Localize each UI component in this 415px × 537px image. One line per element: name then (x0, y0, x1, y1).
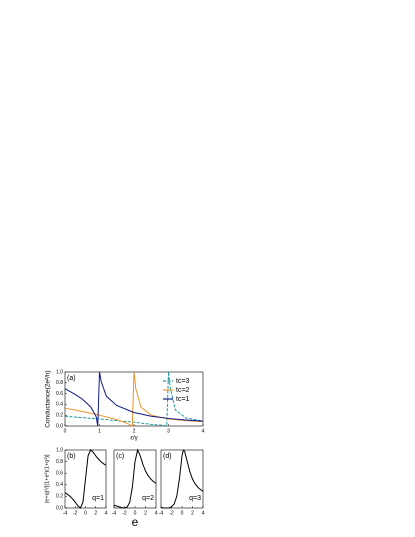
x-tick-label: 4 (105, 510, 108, 516)
panel-label: (d) (163, 453, 172, 460)
panel-label: (a) (67, 375, 76, 382)
y-tick-label: 0.8 (56, 459, 63, 465)
data-line (64, 371, 204, 427)
x-tick-label: 0 (134, 510, 137, 516)
panel-label: (c) (116, 453, 124, 460)
x-tick-label: -4 (63, 510, 68, 516)
y-tick-label: 0.8 (56, 380, 63, 386)
x-tick-label: -4 (159, 510, 164, 516)
x-tick-label: 1 (98, 428, 101, 434)
y-tick-label: 0.4 (56, 402, 63, 408)
x-tick-label: 4 (155, 510, 158, 516)
x-tick-label: 0 (181, 510, 184, 516)
y-tick-label: 0.2 (56, 413, 63, 419)
x-tick-label: 4 (202, 428, 205, 434)
x-tick-label: -2 (73, 510, 78, 516)
data-line (64, 371, 204, 427)
y-tick-label: 0.2 (56, 494, 63, 500)
x-tick-label: 4 (202, 510, 205, 516)
y-axis-label: Conductance(2e²/h) (45, 370, 52, 427)
x-tick-label: 0 (64, 428, 67, 434)
x-tick-label: 2 (191, 510, 194, 516)
y-tick-label: 1.0 (56, 447, 63, 453)
x-tick-label: -2 (169, 510, 174, 516)
annotation: q=1 (92, 495, 104, 502)
x-tick-label: -2 (122, 510, 127, 516)
annotation: q=3 (189, 495, 201, 502)
x-axis-label: ε/γ (130, 436, 137, 442)
y-tick-label: 0.0 (56, 423, 63, 429)
y-tick-label: 0.0 (56, 505, 63, 511)
annotation: q=2 (142, 495, 154, 502)
y-tick-label: 0.6 (56, 471, 63, 477)
y-tick-label: 0.6 (56, 391, 63, 397)
x-tick-label: 3 (167, 428, 170, 434)
data-line (160, 449, 204, 509)
x-tick-label: -4 (112, 510, 117, 516)
y-tick-label: 1.0 (56, 369, 63, 375)
legend-label: tc=2 (176, 387, 190, 394)
y-axis-label: (e+q)²/[(1+e²)(1+q²)] (44, 454, 50, 504)
x-tick-label: 0 (84, 510, 87, 516)
x-tick-label: 2 (144, 510, 147, 516)
legend-label: tc=1 (176, 396, 190, 403)
x-tick-label: 2 (133, 428, 136, 434)
y-tick-label: 0.4 (56, 482, 63, 488)
data-line (113, 448, 157, 509)
panel-label: (b) (67, 453, 76, 460)
x-tick-label: 2 (94, 510, 97, 516)
x-axis-label: e (132, 515, 139, 529)
data-line (64, 371, 204, 427)
data-line (64, 449, 107, 509)
legend-label: tc=3 (176, 378, 190, 385)
